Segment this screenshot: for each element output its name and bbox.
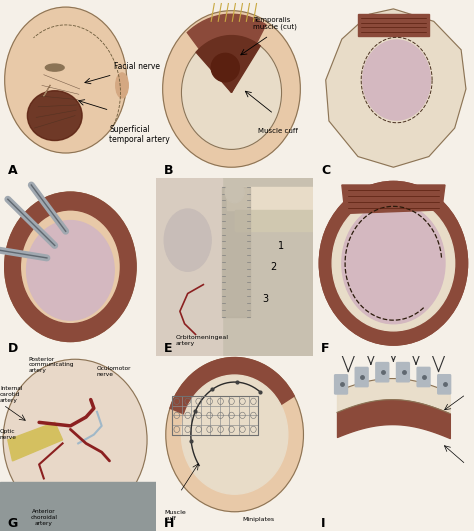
Circle shape [182,36,282,149]
Text: 1: 1 [278,241,284,251]
Polygon shape [156,178,222,356]
FancyBboxPatch shape [335,375,347,394]
Text: Miniplates: Miniplates [242,517,274,523]
Text: Optic
nerve: Optic nerve [0,429,17,440]
Circle shape [163,11,301,167]
Circle shape [225,182,244,203]
Polygon shape [222,187,250,316]
Text: G: G [8,518,18,530]
Circle shape [182,375,288,494]
Text: Anterior
choroidal
artery: Anterior choroidal artery [30,509,57,526]
Text: Superficial
temporal artery: Superficial temporal artery [109,125,170,144]
Text: Internal
carotid
artery: Internal carotid artery [0,387,22,403]
Polygon shape [358,14,429,36]
Text: Posterior
communicating
artery: Posterior communicating artery [28,357,73,373]
Circle shape [3,359,147,520]
Circle shape [27,220,114,320]
Text: Orbitomeningeal
artery: Orbitomeningeal artery [175,335,228,346]
FancyBboxPatch shape [376,363,389,382]
Ellipse shape [211,54,239,82]
Wedge shape [196,36,260,92]
Polygon shape [342,185,445,213]
Polygon shape [326,9,466,167]
Text: E: E [164,342,173,355]
Text: Facial nerve: Facial nerve [114,62,160,71]
Polygon shape [8,422,63,461]
Circle shape [166,357,303,512]
Ellipse shape [46,64,64,71]
Text: 2: 2 [271,262,277,272]
Polygon shape [235,210,313,232]
Ellipse shape [27,91,82,141]
Text: Muscle
cuff: Muscle cuff [164,510,186,521]
Text: C: C [321,164,330,177]
Ellipse shape [363,40,430,120]
Circle shape [332,196,455,331]
Text: Temporalis
muscle (cut): Temporalis muscle (cut) [254,17,297,30]
FancyBboxPatch shape [355,367,368,387]
Circle shape [319,182,467,345]
Ellipse shape [342,203,445,324]
Ellipse shape [116,73,128,98]
Text: I: I [321,518,325,530]
Text: F: F [321,342,329,355]
Wedge shape [319,182,467,345]
Polygon shape [227,187,313,210]
Ellipse shape [164,209,211,271]
Text: H: H [164,518,174,530]
Polygon shape [156,178,313,356]
Polygon shape [0,482,156,531]
FancyBboxPatch shape [396,363,410,382]
Text: Oculomotor
nerve: Oculomotor nerve [97,366,131,377]
FancyBboxPatch shape [438,375,451,394]
Text: Muscle cuff: Muscle cuff [258,128,298,134]
Wedge shape [170,357,294,434]
Circle shape [5,192,136,341]
Text: 3: 3 [263,294,269,304]
Text: D: D [8,342,18,355]
Wedge shape [5,192,136,341]
Text: A: A [8,164,18,177]
Ellipse shape [5,7,127,153]
Wedge shape [187,14,266,92]
FancyBboxPatch shape [417,367,430,387]
Text: B: B [164,164,174,177]
